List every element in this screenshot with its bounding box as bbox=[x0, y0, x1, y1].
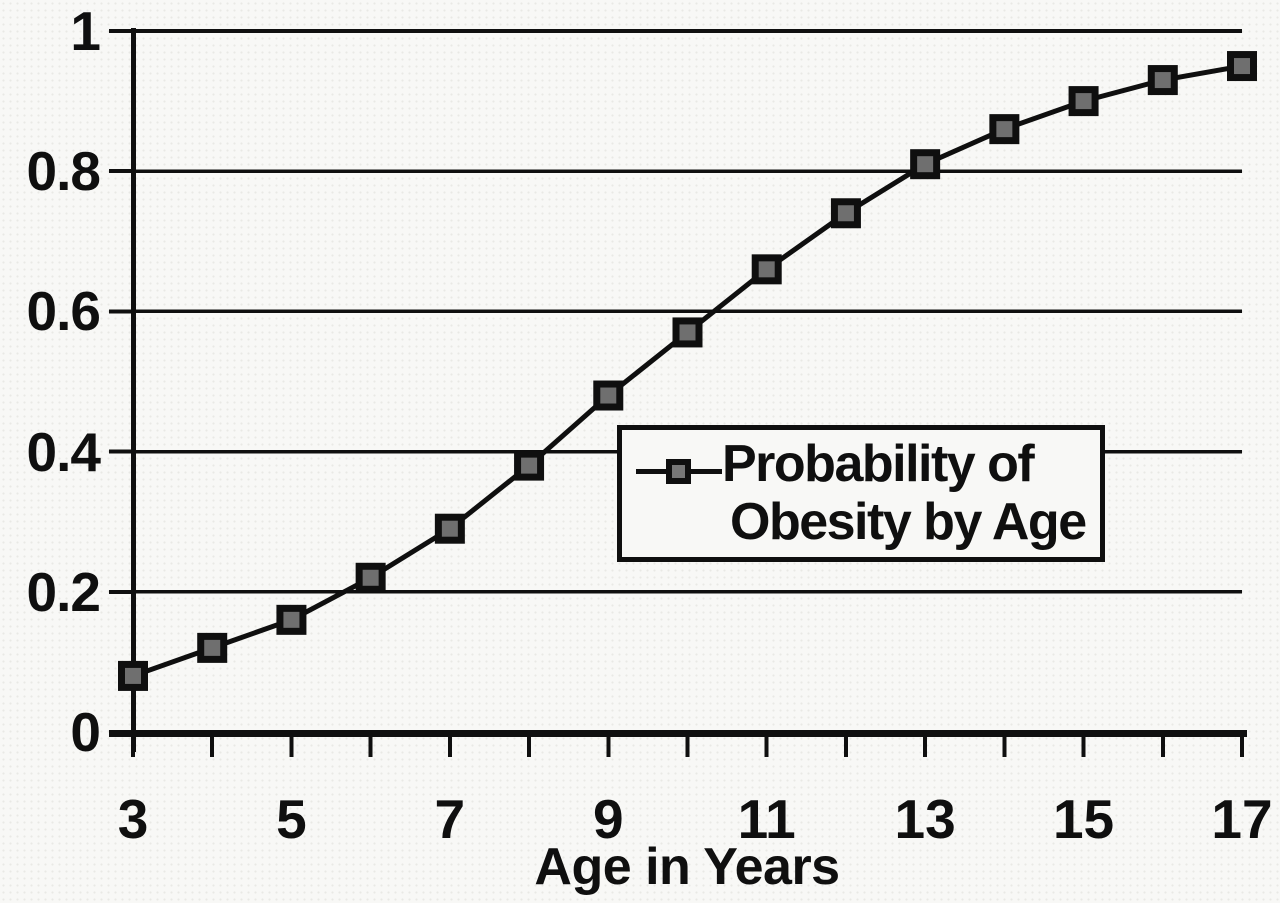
x-axis-tick-label: 3 bbox=[117, 788, 149, 850]
data-point-marker bbox=[593, 380, 624, 411]
legend-label: Probability of Obesity by Age bbox=[722, 435, 1087, 551]
x-axis-title: Age in Years bbox=[534, 838, 840, 896]
data-point-marker bbox=[276, 604, 307, 635]
data-point-marker bbox=[1147, 65, 1178, 96]
y-axis-tick-label: 0 bbox=[70, 701, 101, 763]
y-axis-tick-label: 0.6 bbox=[26, 280, 101, 343]
data-point-marker bbox=[672, 317, 703, 348]
data-point-marker bbox=[910, 149, 941, 180]
data-point-marker bbox=[434, 513, 465, 544]
x-axis-tick-label: 11 bbox=[737, 788, 796, 850]
legend: Probability of Obesity by Age bbox=[617, 425, 1105, 562]
x-axis-tick-label: 13 bbox=[894, 788, 956, 850]
data-point-marker bbox=[1068, 86, 1099, 117]
series-line bbox=[132, 63, 1243, 679]
x-axis-tick-label: 9 bbox=[592, 788, 624, 850]
data-point-marker bbox=[751, 254, 782, 285]
data-point-marker bbox=[1227, 51, 1257, 82]
data-point-marker bbox=[197, 632, 228, 663]
y-axis-tick-label: 0.4 bbox=[26, 420, 101, 483]
x-axis-tick-label: 15 bbox=[1052, 788, 1115, 850]
x-axis-tick-label: 5 bbox=[276, 788, 307, 850]
legend-label-line1: Probability of bbox=[722, 435, 1035, 493]
y-axis-tick-label: 1 bbox=[70, 0, 101, 62]
x-axis-tick-label: 17 bbox=[1211, 788, 1273, 850]
data-point-marker bbox=[989, 114, 1020, 145]
y-axis-tick-label: 0.8 bbox=[26, 140, 101, 203]
data-point-marker bbox=[355, 562, 386, 593]
y-axis-tick-label: 0.2 bbox=[26, 560, 101, 623]
legend-square-marker-icon bbox=[666, 459, 691, 484]
legend-label-line2: Obesity by Age bbox=[730, 493, 1087, 551]
data-point-marker bbox=[830, 198, 861, 229]
legend-series-sample bbox=[636, 443, 722, 501]
x-axis-tick-label: 7 bbox=[434, 788, 466, 850]
data-point-marker bbox=[514, 450, 545, 481]
data-point-marker bbox=[118, 660, 148, 691]
